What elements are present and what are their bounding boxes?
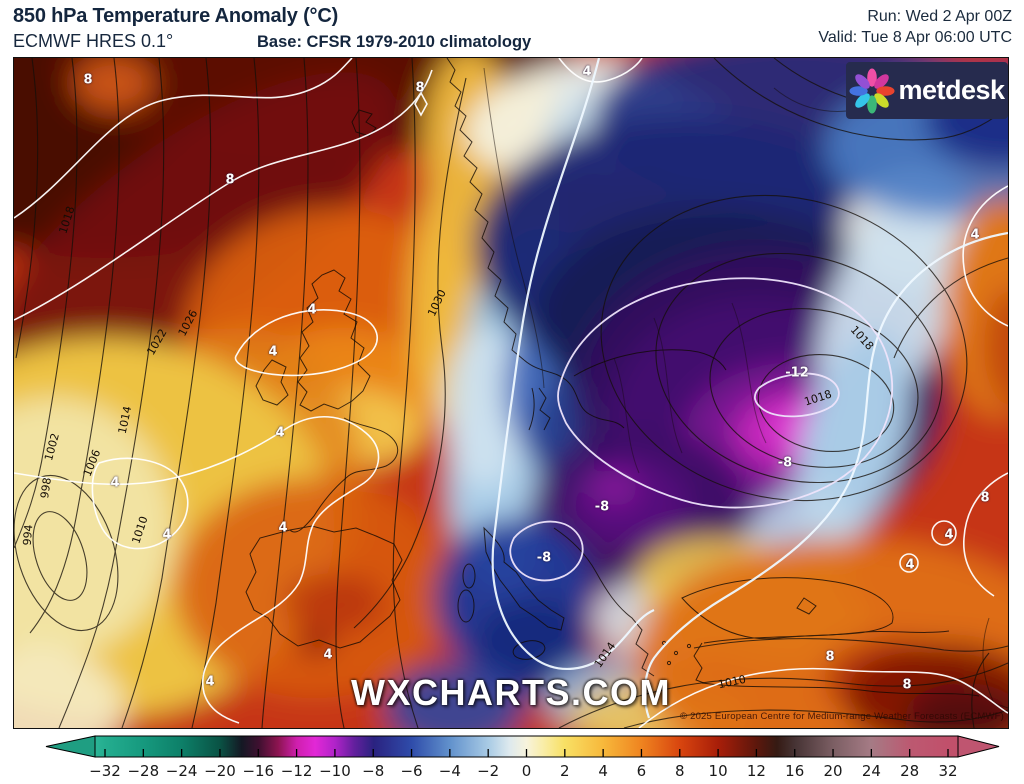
colorbar-left-arrow	[45, 735, 96, 758]
colorbar-tick-label: 4	[598, 762, 608, 780]
metdesk-logo: metdesk	[846, 62, 1008, 119]
valid-time-label: Valid: Tue 8 Apr 06:00 UTC	[818, 29, 1012, 46]
colorbar-tick-label: 24	[862, 762, 881, 780]
colorbar-svg: −32 −28 −24 −20 −16 −12 −10 −8 −6 −4 −2 0 2 4 6 8 10 12 16…	[45, 735, 1000, 780]
colorbar-tick-label: −32	[89, 762, 121, 780]
colorbar-tick-label: 8	[675, 762, 685, 780]
colorbar-tick-label: −28	[127, 762, 159, 780]
metdesk-logo-text: metdesk	[898, 75, 1005, 105]
page-title: 850 hPa Temperature Anomaly (°C)	[13, 5, 339, 27]
colorbar-tick-label: 20	[823, 762, 842, 780]
colorbar-tick-label: 32	[938, 762, 957, 780]
colorbar-tick-label: 0	[522, 762, 532, 780]
ecmwf-attribution: © 2025 European Centre for Medium-range …	[680, 711, 1004, 722]
anomaly-contours	[14, 58, 1008, 728]
colorbar-tick-label: −24	[166, 762, 198, 780]
anomaly-map: metdesk WXCHARTS.COM © 2025 European Cen…	[13, 57, 1009, 729]
colorbar-tick-label: −2	[477, 762, 499, 780]
climatology-base-label: Base: CFSR 1979-2010 climatology	[257, 33, 532, 51]
isobar-contours	[14, 58, 1008, 728]
colorbar-tick-label: −8	[362, 762, 384, 780]
colorbar-tick-label: −6	[400, 762, 422, 780]
colorbar-tick-label: −4	[439, 762, 461, 780]
colorbar-tick-label: −10	[319, 762, 351, 780]
run-time-label: Run: Wed 2 Apr 00Z	[867, 8, 1012, 25]
colorbar-tick-label: 12	[747, 762, 766, 780]
colorbar-tick-label: 2	[560, 762, 570, 780]
colorbar-tick-label: −12	[281, 762, 313, 780]
colorbar-tick-label: 6	[637, 762, 647, 780]
colorbar-tick-label: 10	[709, 762, 728, 780]
coastlines	[245, 58, 1008, 709]
metdesk-flower-icon	[849, 67, 895, 114]
colorbar-tick-label: 28	[900, 762, 919, 780]
colorbar-tick-label: −16	[242, 762, 274, 780]
model-label: ECMWF HRES 0.1°	[13, 31, 174, 51]
colorbar-tick-label: 16	[785, 762, 804, 780]
wxcharts-watermark: WXCHARTS.COM	[351, 672, 671, 713]
colorbar-tick-labels: −32 −28 −24 −20 −16 −12 −10 −8 −6 −4 −2 0 2 4 6 8 10 12 16…	[89, 762, 957, 780]
colorbar-right-arrow	[957, 735, 1000, 758]
anomaly-field-graphic	[14, 58, 1008, 728]
colorbar-ticks	[104, 749, 949, 757]
colorbar-tick-label: −20	[204, 762, 236, 780]
